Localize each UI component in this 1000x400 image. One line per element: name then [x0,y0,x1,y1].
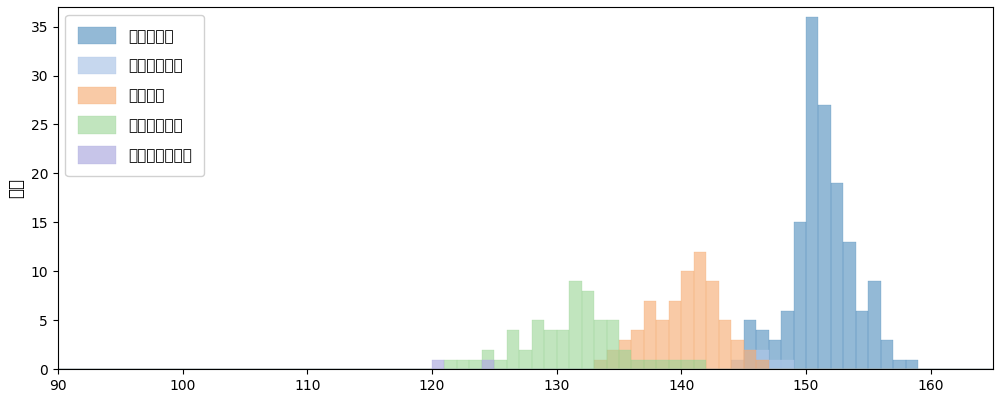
Y-axis label: 球数: 球数 [7,178,25,198]
Bar [744,320,756,369]
Bar [607,320,619,369]
Bar [469,360,482,369]
Bar [856,310,868,369]
Bar [569,281,582,369]
Bar [731,360,744,369]
Bar [519,350,532,369]
Bar [831,183,843,369]
Bar [444,360,457,369]
Bar [457,360,469,369]
Bar [544,330,557,369]
Bar [731,340,744,369]
Bar [582,291,594,369]
Bar [694,360,706,369]
Bar [694,252,706,369]
Bar [644,301,656,369]
Bar [631,330,644,369]
Bar [756,330,769,369]
Bar [794,222,806,369]
Bar [669,301,681,369]
Bar [756,350,769,369]
Bar [806,17,818,369]
Bar [631,360,644,369]
Bar [619,350,631,369]
Bar [769,340,781,369]
Bar [881,340,893,369]
Bar [432,360,444,369]
Bar [906,360,918,369]
Bar [719,320,731,369]
Bar [619,340,631,369]
Bar [656,360,669,369]
Bar [868,281,881,369]
Bar [607,350,619,369]
Bar [482,360,494,369]
Bar [781,360,794,369]
Bar [557,330,569,369]
Legend: ストレート, カットボール, フォーク, 縦スライダー, ナックルカーブ: ストレート, カットボール, フォーク, 縦スライダー, ナックルカーブ [65,14,204,176]
Bar [669,360,681,369]
Bar [656,320,669,369]
Bar [769,360,781,369]
Bar [843,242,856,369]
Bar [644,360,656,369]
Bar [818,105,831,369]
Bar [893,360,906,369]
Bar [744,350,756,369]
Bar [706,281,719,369]
Bar [594,360,607,369]
Bar [494,360,507,369]
Bar [781,310,794,369]
Bar [744,350,756,369]
Bar [532,320,544,369]
Bar [482,350,494,369]
Bar [507,330,519,369]
Bar [594,320,607,369]
Bar [681,360,694,369]
Bar [756,360,769,369]
Bar [681,271,694,369]
